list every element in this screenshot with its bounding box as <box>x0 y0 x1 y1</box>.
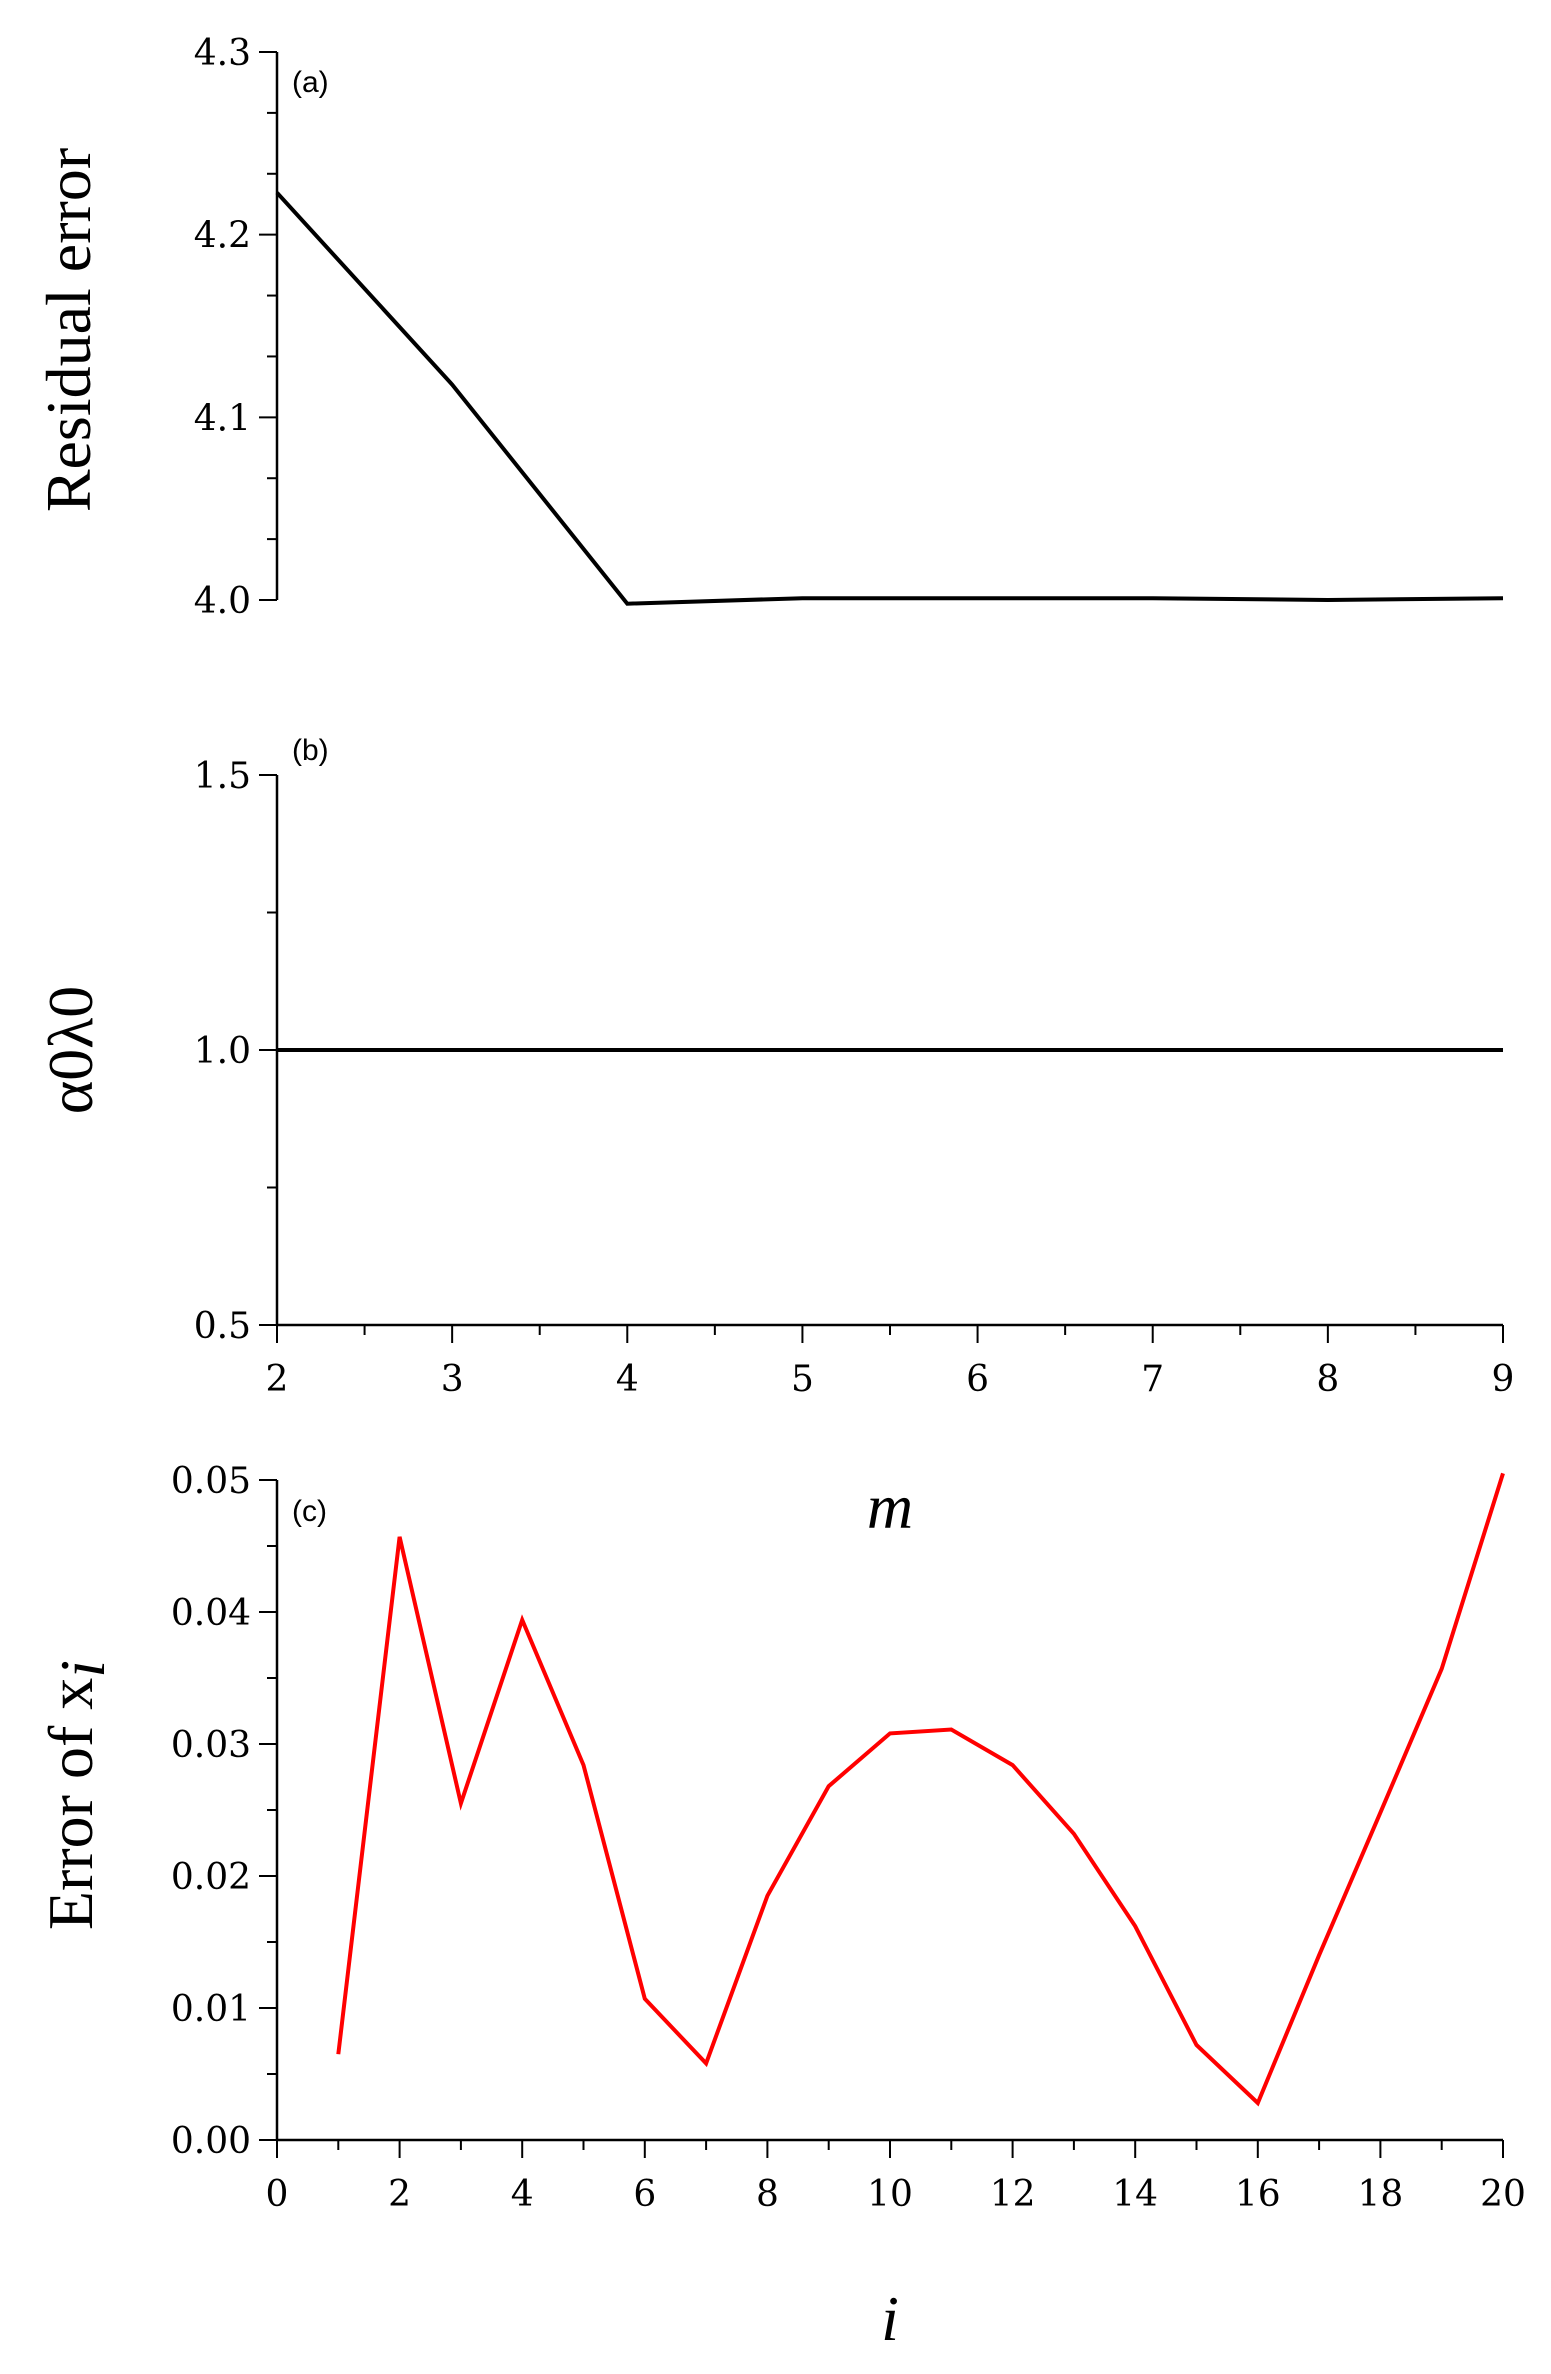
y-tick-label: 0.05 <box>171 1461 251 1502</box>
y-tick-label: 4.1 <box>194 398 251 439</box>
y-tick-label: 0.5 <box>194 1306 251 1347</box>
x-tick-label: 7 <box>1141 1359 1164 1400</box>
y-tick-label: 4.3 <box>194 33 251 74</box>
panel-a-y-ticks: 4.0 4.1 4.2 4.3 <box>194 33 277 622</box>
y-tick-label: 0.00 <box>171 2121 251 2162</box>
panel-c-label: (c) <box>292 1495 327 1528</box>
panel-b-label: (b) <box>292 734 329 767</box>
x-tick-label: 0 <box>266 2174 289 2215</box>
x-tick-label: 2 <box>266 1359 289 1400</box>
x-tick-label: 8 <box>756 2174 779 2215</box>
panel-b-y-ticks: 0.5 1.0 1.5 <box>194 756 277 1347</box>
panel-c-y-ticks: 0.00 0.01 0.02 0.03 0.04 0.05 <box>171 1461 277 2162</box>
y-tick-label: 0.03 <box>171 1725 251 1766</box>
panel-c-x-axis-title: i <box>881 2283 899 2354</box>
panel-a-label: (a) <box>292 66 329 99</box>
x-tick-label: 5 <box>791 1359 814 1400</box>
series-line <box>275 191 1504 606</box>
y-tick-label: 1.5 <box>194 756 251 797</box>
x-tick-label: 16 <box>1235 2174 1281 2215</box>
x-tick-label: 8 <box>1316 1359 1339 1400</box>
panel-a: 4.0 4.1 4.2 4.3 (a) Residual error <box>33 33 1504 622</box>
x-tick-label: 6 <box>966 1359 989 1400</box>
y-tick-label: 0.04 <box>171 1593 251 1634</box>
y-tick-label: 1.0 <box>194 1031 251 1072</box>
x-tick-label: 9 <box>1492 1359 1515 1400</box>
x-tick-label: 4 <box>511 2174 534 2215</box>
panel-b-x-axis-title: m <box>867 1471 913 1542</box>
panel-c-y-axis-title: Error of xi <box>35 1660 118 1930</box>
x-tick-label: 3 <box>441 1359 464 1400</box>
x-tick-label: 2 <box>388 2174 411 2215</box>
x-tick-label: 18 <box>1357 2174 1403 2215</box>
panel-c-y-axis-title-subscript: i <box>47 1660 118 1678</box>
x-tick-label: 12 <box>990 2174 1036 2215</box>
y-tick-label: 4.2 <box>194 216 251 257</box>
x-tick-label: 14 <box>1112 2174 1158 2215</box>
y-tick-label: 0.01 <box>171 1989 251 2030</box>
panel-b-x-ticks: 2 3 4 5 6 7 8 9 <box>266 1325 1515 1400</box>
x-tick-label: 20 <box>1480 2174 1526 2215</box>
panel-c-x-ticks: 0 2 4 6 8 10 12 14 16 18 20 <box>266 2140 1526 2215</box>
panel-c-series <box>336 1472 1505 2107</box>
panel-b: 0.5 1.0 1.5 2 3 4 5 6 7 8 9 (b) α0λ0 m <box>35 734 1514 1542</box>
panel-a-y-axis-title: Residual error <box>33 148 104 512</box>
panel-c: 0.00 0.01 0.02 0.03 0.04 0.05 0 2 4 6 8 10 12 14 16 18… <box>35 1461 1526 2354</box>
panel-a-series <box>275 191 1504 606</box>
y-tick-label: 4.0 <box>194 581 251 622</box>
x-tick-label: 4 <box>616 1359 639 1400</box>
panel-b-y-axis-title: α0λ0 <box>35 986 106 1115</box>
x-tick-label: 6 <box>633 2174 656 2215</box>
x-tick-label: 10 <box>867 2174 913 2215</box>
panel-c-y-axis-title-text: Error of x <box>35 1678 106 1930</box>
series-line <box>336 1472 1505 2107</box>
y-tick-label: 0.02 <box>171 1857 251 1898</box>
